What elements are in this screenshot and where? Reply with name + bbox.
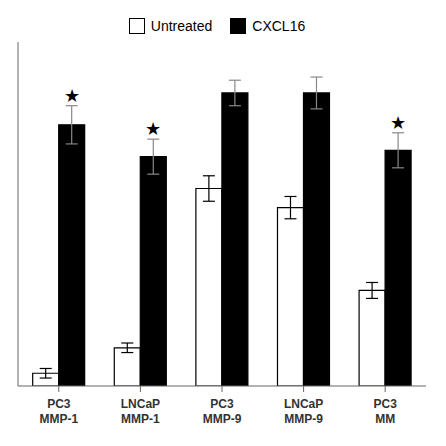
html-text:Untreated: Untreated — [150, 18, 213, 34]
svg-text:LNCaPMMP-1: LNCaPMMP-1 — [121, 397, 160, 426]
svg-text:★: ★ — [390, 113, 406, 133]
svg-text:LNCaPMMP-9: LNCaPMMP-9 — [284, 397, 323, 426]
svg-text:★: ★ — [64, 86, 80, 106]
html-text:CXCL16: CXCL16 — [252, 18, 306, 34]
svg-text:PC3MMP-1: PC3MMP-1 — [39, 397, 78, 426]
svg-text:PC3MM: PC3MM — [374, 397, 398, 426]
svg-text:PC3MMP-9: PC3MMP-9 — [203, 397, 242, 426]
svg-text:★: ★ — [145, 119, 161, 139]
